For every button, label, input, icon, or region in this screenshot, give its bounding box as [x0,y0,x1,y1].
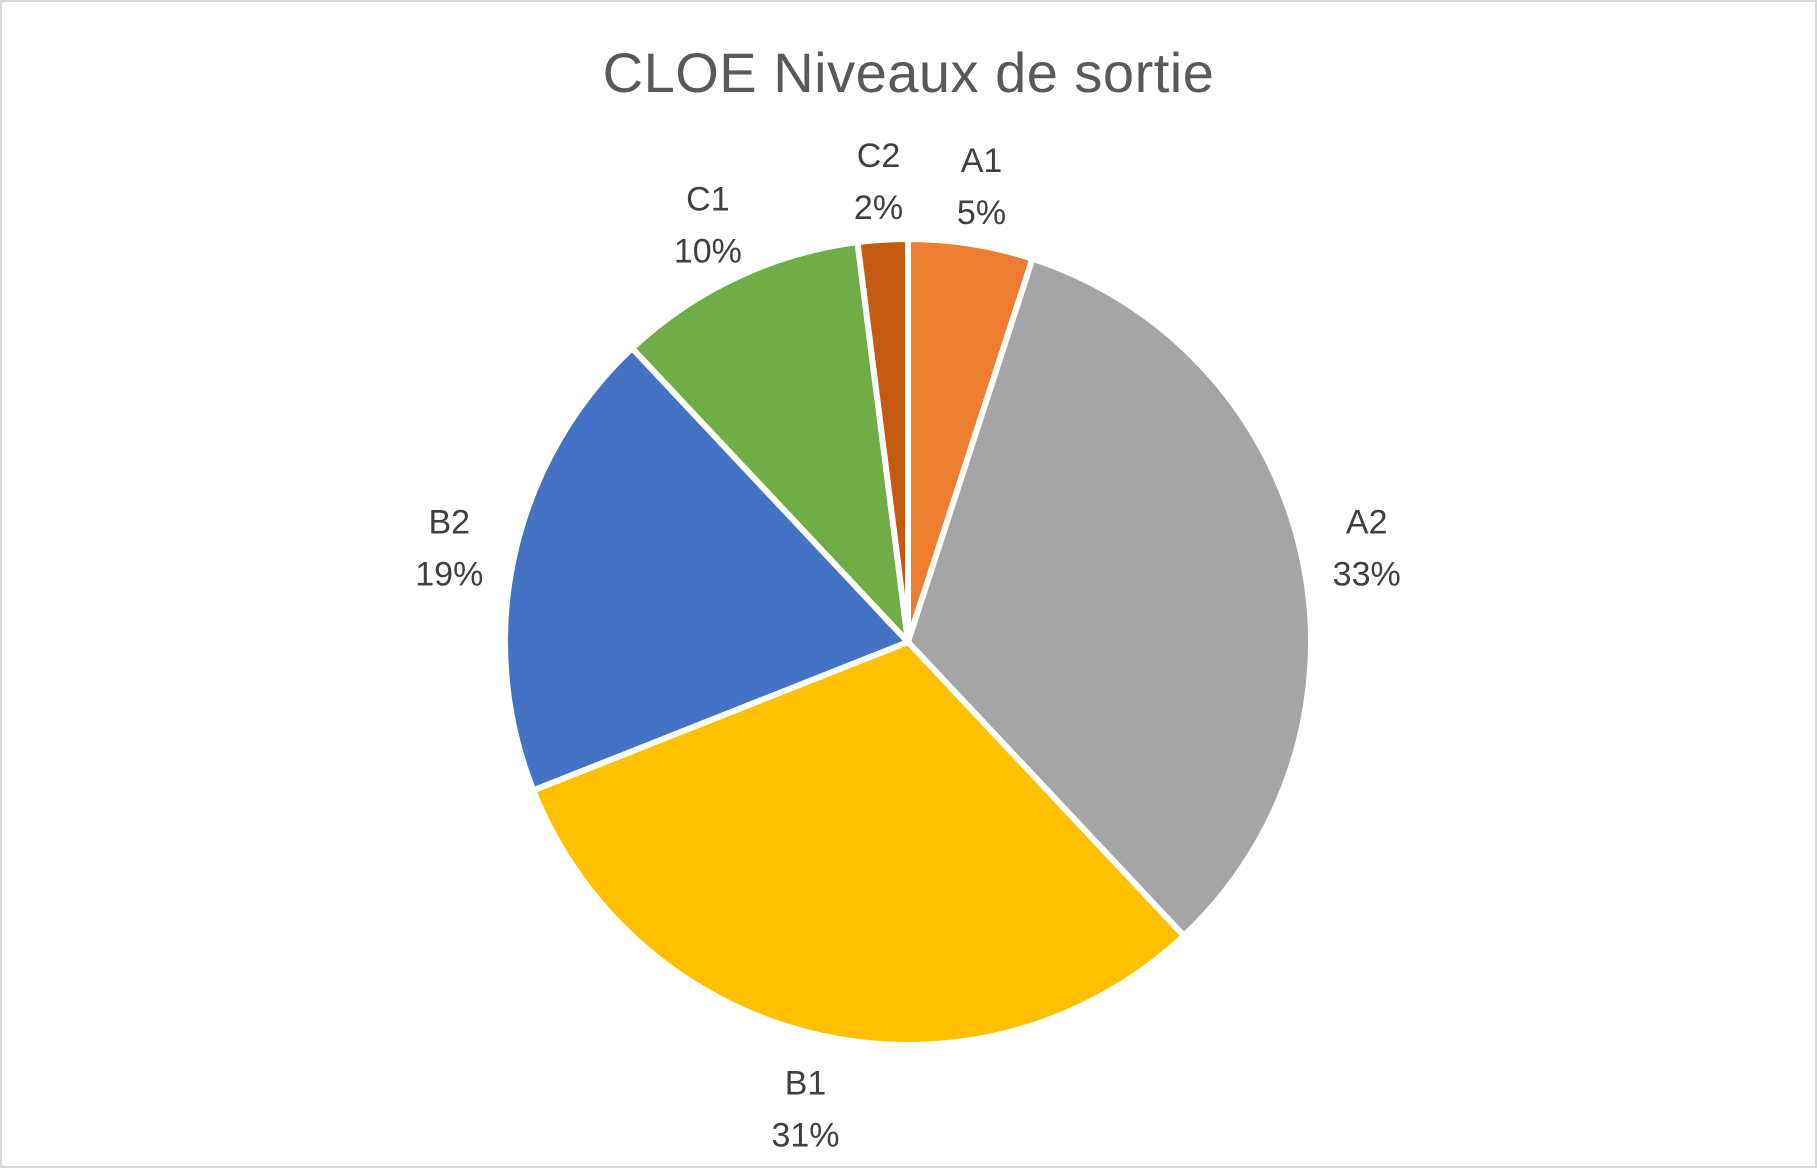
data-label-percent: 10% [674,233,742,271]
data-label-category: B2 [429,504,471,542]
data-label-category: C1 [686,181,729,219]
pie-slice-b2 [502,345,911,794]
data-label-category: C2 [857,137,900,175]
pie-slices [502,236,1314,1048]
pie-slice-a2 [905,255,1314,939]
pie-slice-b1 [530,639,1187,1048]
pie-slice-c2 [854,236,911,645]
data-label-category: A1 [961,142,1003,180]
chart-title: CLOE Niveaux de sortie [602,41,1215,104]
data-label-c2: C22% [854,137,903,227]
data-label-category: A2 [1346,504,1388,542]
pie-slice-c1 [629,239,911,645]
data-label-percent: 31% [771,1117,839,1155]
data-label-percent: 19% [415,556,483,594]
data-label-percent: 2% [854,189,903,227]
data-label-a1: A15% [957,142,1006,232]
data-label-category: B1 [785,1065,827,1103]
data-label-percent: 5% [957,194,1006,232]
data-label-percent: 33% [1333,556,1401,594]
